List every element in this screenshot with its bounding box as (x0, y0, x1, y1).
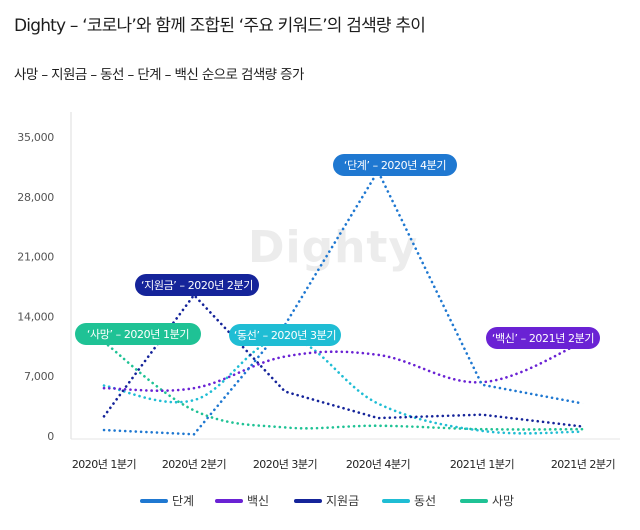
annotation-label: ‘사망’ – 2020년 1분기 (87, 328, 189, 341)
annotation-badge-사망: ‘사망’ – 2020년 1분기 (75, 323, 201, 345)
y-tick-label: 35,000 (17, 131, 54, 144)
x-tick-label: 2021년 1분기 (450, 458, 514, 471)
annotation-badge-bg (75, 323, 201, 345)
series-line-단계 (102, 168, 585, 436)
series-line-백신 (102, 340, 585, 392)
series-lines (102, 168, 585, 436)
x-tick-label: 2020년 3분기 (253, 458, 317, 471)
x-tick-label: 2020년 1분기 (72, 458, 136, 471)
series-line-사망 (102, 340, 585, 431)
y-tick-label: 21,000 (17, 251, 54, 264)
annotation-badge-bg (229, 324, 341, 346)
legend-label: 사망 (492, 494, 514, 508)
annotation-badge-지원금: ‘지원금’ – 2020년 2분기 (135, 274, 259, 296)
annotation-badge-bg (333, 154, 457, 176)
series-line-동선 (102, 336, 585, 435)
annotation-badge-단계: ‘단계’ – 2020년 4분기 (333, 154, 457, 176)
legend-item-단계: 단계 (140, 494, 194, 508)
legend-item-지원금: 지원금 (294, 494, 359, 508)
legend: 단계 백신 지원금 동선 사망 (140, 494, 514, 508)
annotation-label: ‘지원금’ – 2020년 2분기 (141, 279, 253, 292)
x-tick-label: 2021년 2분기 (551, 458, 615, 471)
axes: 0 7,000 14,000 21,000 28,000 35,000 2020년 1분기 2… (17, 112, 620, 471)
annotation-badge-bg (486, 327, 600, 349)
legend-item-동선: 동선 (382, 494, 436, 508)
legend-label: 동선 (414, 494, 436, 508)
annotation-label: ‘단계’ – 2020년 4분기 (344, 159, 446, 172)
y-tick-label: 28,000 (17, 191, 54, 204)
legend-item-백신: 백신 (215, 494, 269, 508)
legend-label: 단계 (172, 494, 194, 508)
x-tick-label: 2020년 2분기 (162, 458, 226, 471)
annotation-badge-bg (135, 274, 259, 296)
annotation-badge-백신: ‘백신’ – 2021년 2분기 (486, 327, 600, 349)
y-tick-label: 0 (47, 430, 54, 443)
annotations: ‘사망’ – 2020년 1분기 ‘지원금’ – 2020년 2분기 ‘동선’ – … (75, 154, 600, 349)
chart-title: Dighty – ‘코로나’와 함께 조합된 ‘주요 키워드’의 검색량 추이 (14, 16, 426, 36)
x-tick-label: 2020년 4분기 (346, 458, 410, 471)
annotation-label: ‘동선’ – 2020년 3분기 (234, 329, 336, 342)
annotation-badge-동선: ‘동선’ – 2020년 3분기 (229, 324, 341, 346)
legend-item-사망: 사망 (460, 494, 514, 508)
y-tick-label: 7,000 (24, 370, 54, 383)
legend-label: 지원금 (326, 494, 359, 508)
legend-label: 백신 (247, 494, 269, 508)
y-tick-label: 14,000 (17, 310, 54, 323)
series-line-지원금 (102, 293, 585, 428)
chart-subtitle: 사망 – 지원금 – 동선 – 단계 – 백신 순으로 검색량 증가 (14, 67, 304, 83)
annotation-label: ‘백신’ – 2021년 2분기 (492, 332, 594, 345)
